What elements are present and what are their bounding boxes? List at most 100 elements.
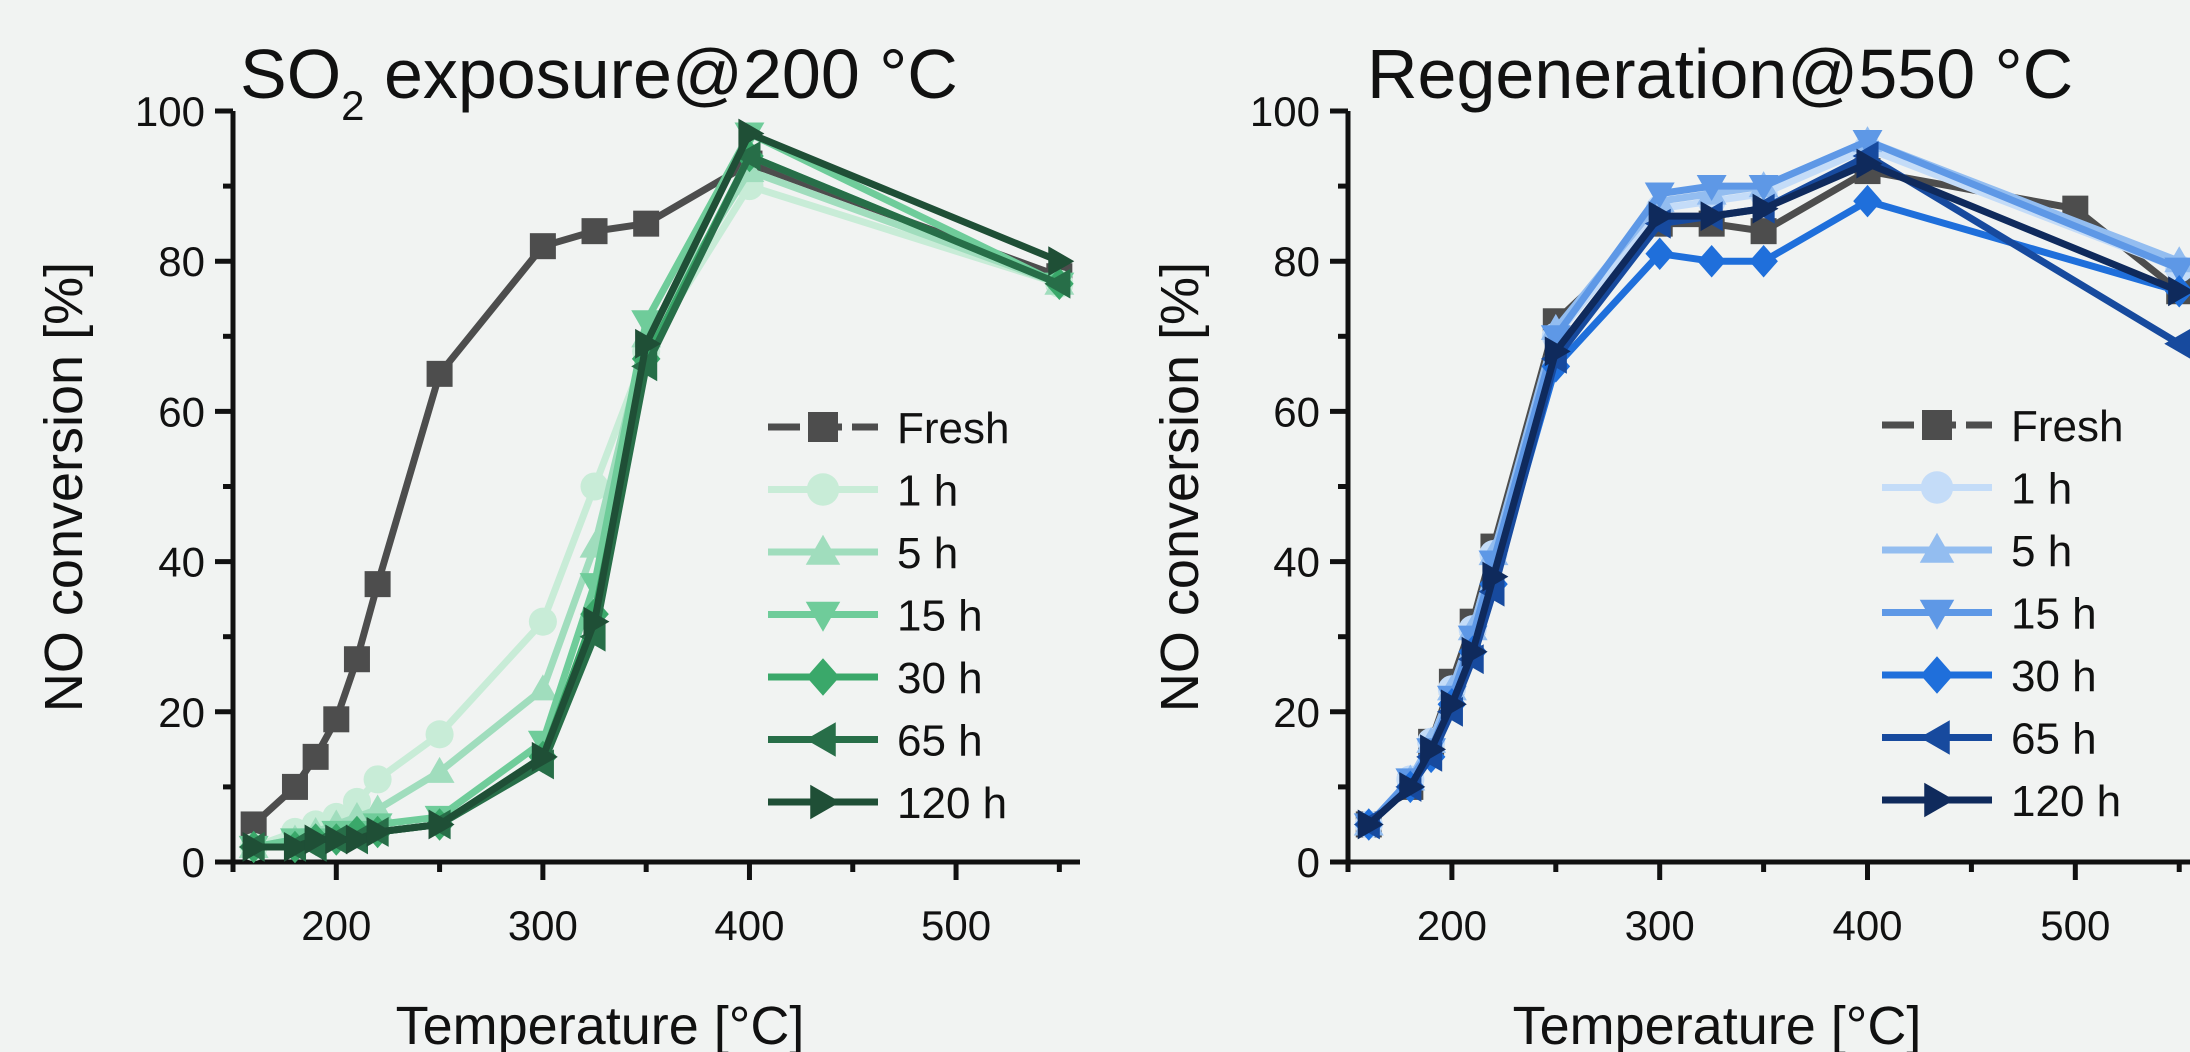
data-point	[583, 606, 610, 637]
data-point	[2164, 257, 2190, 284]
legend-label: 5 h	[2011, 527, 2072, 576]
legend-item: 65 h	[768, 717, 983, 766]
data-point	[323, 706, 350, 733]
data-point	[734, 141, 761, 172]
data-point	[1482, 561, 1509, 592]
series-120-h	[1357, 148, 2190, 840]
y-tick-label: 80	[158, 238, 205, 285]
legend-item: 5 h	[768, 529, 958, 578]
legend-item: 120 h	[768, 779, 1007, 828]
legend-marker	[1919, 532, 1955, 563]
data-point	[1696, 175, 1727, 202]
data-point	[1440, 689, 1467, 720]
data-point	[1461, 636, 1488, 667]
y-tick-label: 60	[158, 388, 205, 435]
data-point	[527, 674, 558, 701]
y-axis-label: NO conversion [%]	[34, 262, 94, 712]
legend-marker	[1920, 471, 1954, 504]
legend-marker	[805, 722, 836, 757]
x-axis-label: Temperature [°C]	[1513, 996, 1922, 1052]
data-point	[1420, 734, 1447, 765]
series-120-h	[242, 118, 1075, 862]
legend-item: Fresh	[1882, 402, 2123, 451]
legend-item: 30 h	[768, 654, 983, 703]
data-point	[342, 787, 371, 816]
legend-item: 65 h	[1882, 715, 2097, 764]
data-point	[343, 646, 370, 673]
x-tick-label: 300	[508, 902, 578, 949]
data-point	[428, 809, 455, 840]
legend-marker	[806, 473, 840, 506]
data-point	[529, 233, 556, 260]
legend-label: 1 h	[897, 467, 958, 516]
data-point	[1544, 336, 1571, 367]
x-tick-label: 500	[2040, 902, 2110, 949]
data-point	[580, 472, 609, 501]
data-point	[1048, 246, 1075, 277]
legend-label: 65 h	[897, 717, 983, 766]
x-tick-label: 400	[714, 902, 784, 949]
legend-item: 5 h	[1882, 527, 2072, 576]
data-point	[304, 824, 331, 855]
chart-title-rest: exposure@200 °C	[365, 35, 958, 113]
data-point	[1645, 237, 1675, 270]
legend-marker	[1919, 599, 1955, 630]
y-tick-label: 40	[1273, 539, 1320, 586]
legend-item: 15 h	[768, 592, 983, 641]
data-point	[363, 765, 392, 794]
legend-item: 15 h	[1882, 590, 2097, 639]
legend-label: 15 h	[2011, 590, 2097, 639]
x-tick-label: 300	[1625, 902, 1695, 949]
data-point	[1399, 771, 1426, 802]
data-point	[1357, 809, 1384, 840]
y-tick-label: 20	[158, 689, 205, 736]
x-tick-label: 400	[1832, 902, 1902, 949]
legend-item: 1 h	[768, 467, 958, 516]
data-point	[242, 832, 269, 862]
legend-marker	[1919, 720, 1950, 755]
chart-panel-2: Regeneration@550 °C 0 20 40 60 80 100 200 300 400…	[1150, 35, 2190, 1052]
chart-title-main: Regeneration@550 °C	[1367, 35, 2073, 113]
data-point	[325, 824, 352, 855]
data-point	[1540, 325, 1571, 352]
data-point	[281, 773, 308, 800]
data-point	[1856, 148, 1883, 179]
y-tick-label: 40	[158, 539, 205, 586]
legend-marker	[1922, 410, 1952, 440]
data-point	[425, 720, 454, 749]
data-point	[1644, 182, 1675, 209]
plot-area	[1353, 126, 2190, 841]
legend-label: 15 h	[897, 592, 983, 641]
legend-marker	[810, 784, 841, 820]
legend-marker	[808, 412, 838, 442]
legend-item: Fresh	[768, 404, 1009, 453]
y-tick-label: 20	[1273, 689, 1320, 736]
data-point	[1749, 244, 1778, 278]
legend-label: Fresh	[2011, 402, 2123, 451]
data-point	[1750, 218, 1777, 245]
chart-title-subscript: 2	[341, 82, 364, 129]
legend-item: 120 h	[1882, 777, 2121, 826]
data-point	[635, 328, 662, 359]
data-point	[1748, 175, 1779, 202]
data-point	[1700, 201, 1727, 232]
y-tick-label: 60	[1273, 388, 1320, 435]
legend-label: Fresh	[897, 404, 1009, 453]
legend-marker	[805, 534, 841, 565]
x-tick-label: 200	[301, 902, 371, 949]
data-point	[528, 607, 557, 636]
x-axis-label: Temperature [°C]	[396, 996, 805, 1052]
y-tick-label: 0	[1297, 839, 1320, 886]
data-point	[631, 310, 662, 337]
data-point	[426, 360, 453, 387]
legend-label: 120 h	[897, 779, 1007, 828]
series-fresh	[240, 150, 1073, 838]
data-point	[1697, 244, 1726, 278]
legend-marker	[806, 658, 840, 696]
data-point	[364, 571, 391, 598]
legend-marker	[805, 601, 841, 632]
legend-marker	[1924, 782, 1955, 818]
data-point	[1044, 268, 1071, 299]
data-point	[1752, 193, 1779, 224]
